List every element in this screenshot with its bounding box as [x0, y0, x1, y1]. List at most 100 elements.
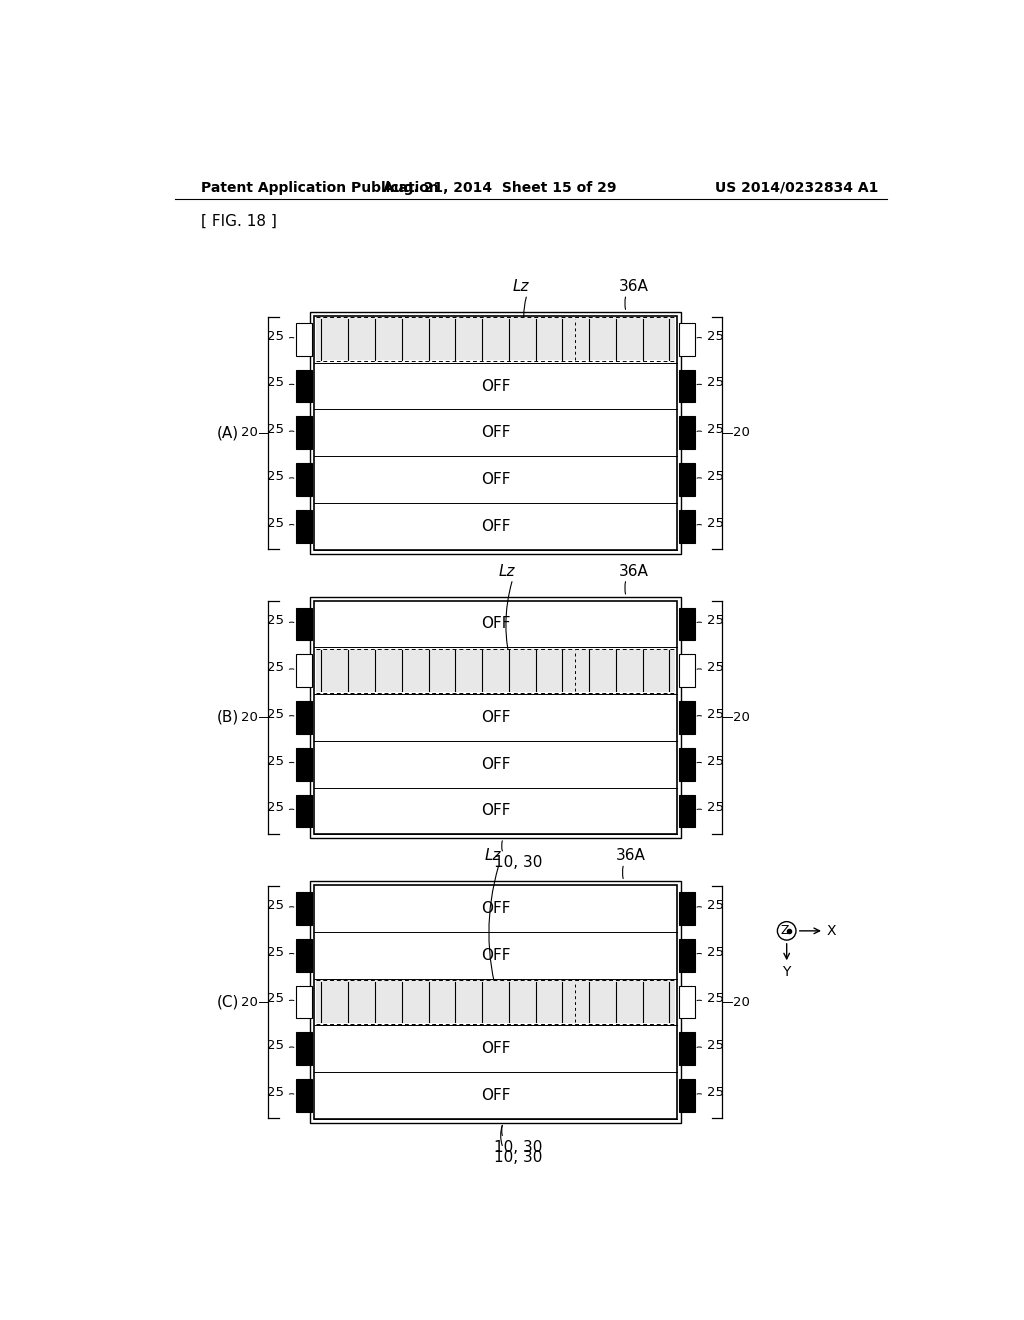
Text: Lz: Lz: [513, 280, 529, 294]
Text: X: X: [827, 924, 837, 939]
Bar: [679, 370, 694, 403]
Text: 25: 25: [267, 376, 284, 389]
Text: US 2014/0232834 A1: US 2014/0232834 A1: [715, 181, 879, 195]
Text: 25: 25: [707, 993, 724, 1006]
Text: ON: ON: [332, 331, 355, 347]
Bar: [310, 882, 681, 1123]
Bar: [296, 939, 312, 972]
Text: OFF: OFF: [480, 1088, 510, 1104]
Text: 36A: 36A: [616, 849, 646, 863]
Text: 36A: 36A: [618, 564, 648, 578]
Text: 25: 25: [707, 801, 724, 814]
Text: Aug. 21, 2014  Sheet 15 of 29: Aug. 21, 2014 Sheet 15 of 29: [383, 181, 616, 195]
Bar: [679, 417, 694, 449]
Text: 25: 25: [707, 424, 724, 436]
Text: 25: 25: [267, 945, 284, 958]
Text: 25: 25: [267, 614, 284, 627]
Text: OFF: OFF: [480, 710, 510, 725]
Bar: [313, 601, 677, 834]
Text: (C): (C): [216, 994, 239, 1010]
Text: OFF: OFF: [480, 756, 510, 772]
Bar: [679, 655, 694, 686]
Bar: [296, 417, 312, 449]
Bar: [679, 892, 694, 925]
Text: Lz: Lz: [484, 849, 502, 863]
Text: 25: 25: [267, 708, 284, 721]
Text: 25: 25: [707, 661, 724, 675]
Bar: [679, 323, 694, 355]
Text: 20: 20: [733, 426, 751, 440]
Text: OFF: OFF: [480, 948, 510, 962]
Text: OFF: OFF: [480, 425, 510, 441]
Text: 25: 25: [267, 1086, 284, 1100]
Text: 25: 25: [707, 516, 724, 529]
Text: 25: 25: [267, 755, 284, 768]
Bar: [296, 795, 312, 828]
Text: 25: 25: [267, 516, 284, 529]
Bar: [679, 607, 694, 640]
Bar: [296, 323, 312, 355]
Text: OFF: OFF: [480, 804, 510, 818]
Text: 25: 25: [267, 1039, 284, 1052]
Bar: [313, 886, 677, 1119]
Text: (A): (A): [217, 425, 239, 441]
Text: Y: Y: [782, 965, 791, 979]
Bar: [316, 981, 675, 1023]
Bar: [313, 315, 677, 549]
Bar: [679, 795, 694, 828]
Bar: [679, 748, 694, 780]
Bar: [296, 370, 312, 403]
Bar: [296, 510, 312, 543]
Text: [ FIG. 18 ]: [ FIG. 18 ]: [201, 214, 276, 228]
Text: 20: 20: [241, 711, 257, 723]
Text: 25: 25: [267, 330, 284, 343]
Bar: [310, 312, 681, 553]
Text: Z: Z: [780, 924, 788, 937]
Text: 25: 25: [707, 945, 724, 958]
Text: 10, 30: 10, 30: [495, 1140, 543, 1155]
Bar: [296, 701, 312, 734]
Text: 10, 30: 10, 30: [495, 855, 543, 870]
Text: 20: 20: [733, 711, 751, 723]
Text: 20: 20: [241, 995, 257, 1008]
Bar: [679, 1032, 694, 1065]
Text: 25: 25: [267, 470, 284, 483]
Bar: [679, 1080, 694, 1111]
Bar: [316, 318, 675, 360]
Text: 25: 25: [267, 993, 284, 1006]
Bar: [679, 986, 694, 1018]
Text: 20: 20: [241, 426, 257, 440]
Text: OFF: OFF: [480, 379, 510, 393]
Bar: [296, 1080, 312, 1111]
Text: ON: ON: [332, 663, 355, 678]
Text: 25: 25: [707, 1086, 724, 1100]
Text: (B): (B): [217, 710, 239, 725]
Text: 20: 20: [733, 995, 751, 1008]
Text: 25: 25: [707, 1039, 724, 1052]
Bar: [296, 986, 312, 1018]
Text: 25: 25: [267, 801, 284, 814]
Text: 25: 25: [707, 470, 724, 483]
Text: 25: 25: [707, 330, 724, 343]
Bar: [296, 748, 312, 780]
Bar: [679, 939, 694, 972]
Text: Lz: Lz: [499, 564, 515, 578]
Text: 25: 25: [267, 661, 284, 675]
Text: 25: 25: [707, 755, 724, 768]
Bar: [679, 463, 694, 496]
Text: OFF: OFF: [480, 519, 510, 533]
Bar: [296, 463, 312, 496]
Text: 10, 30: 10, 30: [495, 1150, 543, 1164]
Text: OFF: OFF: [480, 473, 510, 487]
Bar: [296, 607, 312, 640]
Bar: [296, 655, 312, 686]
Text: 25: 25: [267, 899, 284, 912]
Text: 25: 25: [707, 614, 724, 627]
Text: ON: ON: [332, 994, 355, 1010]
Text: OFF: OFF: [480, 902, 510, 916]
Text: 25: 25: [707, 376, 724, 389]
Bar: [679, 701, 694, 734]
Text: Patent Application Publication: Patent Application Publication: [201, 181, 438, 195]
Text: 25: 25: [707, 708, 724, 721]
Bar: [679, 510, 694, 543]
